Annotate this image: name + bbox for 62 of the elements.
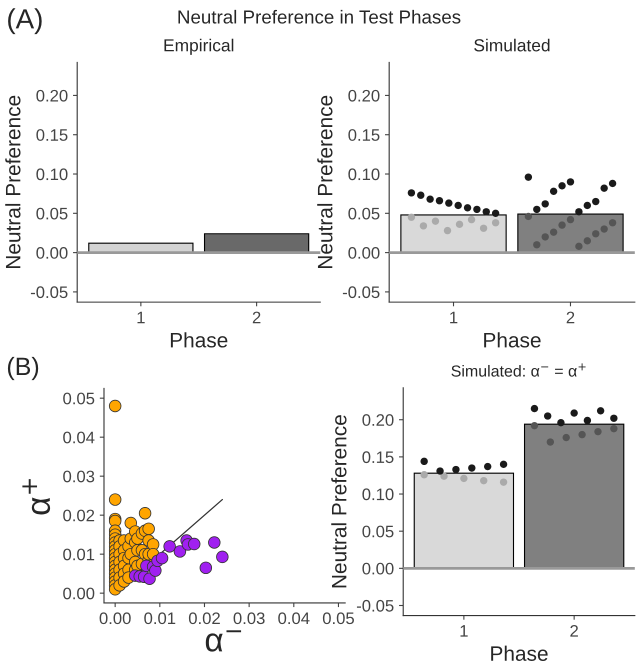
x-axis-title: Phase [170,332,228,348]
point [142,522,155,536]
point [156,552,168,564]
chart-title: Simulated [474,38,550,52]
x-tick-label: 0.04 [278,612,310,624]
text: (B) [8,356,38,380]
y-tick-label: 0.05 [36,208,68,220]
x-axis-title: Phase [484,332,541,348]
x-tick-label: 2 [570,624,578,637]
x-axis-title: α$^{−}$ [206,630,242,652]
x-tick-label: 1 [460,625,468,637]
y-tick-label: 0.05 [63,392,94,404]
y-tick-label: 0.04 [63,432,94,444]
x-tick-label: 0.02 [188,612,220,624]
point [216,550,229,564]
y-tick-label: 0.02 [63,510,94,522]
point [108,493,122,506]
y-tick-label: 0.10 [362,488,394,500]
y-axis-title: Neutral Preference [317,96,332,268]
y-tick-label: 0.20 [348,90,380,102]
y-tick-label: 0.01 [63,548,94,560]
y-tick-label: 0.05 [362,526,394,538]
y-tick-label: 0.00 [36,247,68,259]
y-tick-label: 0.05 [348,208,380,220]
x-axis-title: Phase [491,646,548,661]
x-tick-label: 1 [450,312,458,324]
y-axis-title: α$^{+}$ [22,479,50,514]
x-tick-label: 0.00 [100,612,131,624]
y-tick-label: 0.03 [63,470,94,482]
x-tick-label: 2 [252,312,260,324]
y-tick-label: -0.05 [30,286,68,298]
y-tick-label: 0.20 [362,414,394,426]
point [138,506,152,520]
point [200,562,212,574]
y-tick-label: 0.00 [348,247,380,259]
x-tick-label: 0.03 [234,612,265,624]
y-tick-label: 0.20 [36,90,68,102]
point [174,545,186,558]
point [143,572,156,585]
x-tick-label: 2 [566,312,574,324]
y-tick-label: 0.15 [36,129,68,141]
point [208,536,221,549]
point [188,538,200,550]
x-tick-label: 1 [138,312,145,324]
chart-title: Empirical [164,38,234,55]
chart-title: Simulated: α$^{−}$ = α$^{+}$ [451,363,586,377]
point [163,540,176,553]
y-axis-title: Neutral Preference [331,415,347,588]
y-tick-label: -0.05 [342,286,380,298]
y-tick-label: 0.15 [348,129,380,141]
x-tick-label: 0.05 [322,612,354,624]
y-tick-label: 0.00 [362,562,394,575]
y-tick-label: 0.10 [348,168,380,180]
text: (A) [8,8,42,34]
y-tick-label: -0.05 [356,600,394,612]
point [108,400,122,412]
x-tick-label: 0.01 [144,612,176,624]
y-tick-label: 0.10 [36,168,68,180]
y-tick-label: 0.00 [63,588,94,600]
text: Neutral Preference in Test Phases [178,10,460,24]
y-tick-label: 0.15 [362,451,394,464]
y-axis-title: Neutral Preference [5,96,21,268]
